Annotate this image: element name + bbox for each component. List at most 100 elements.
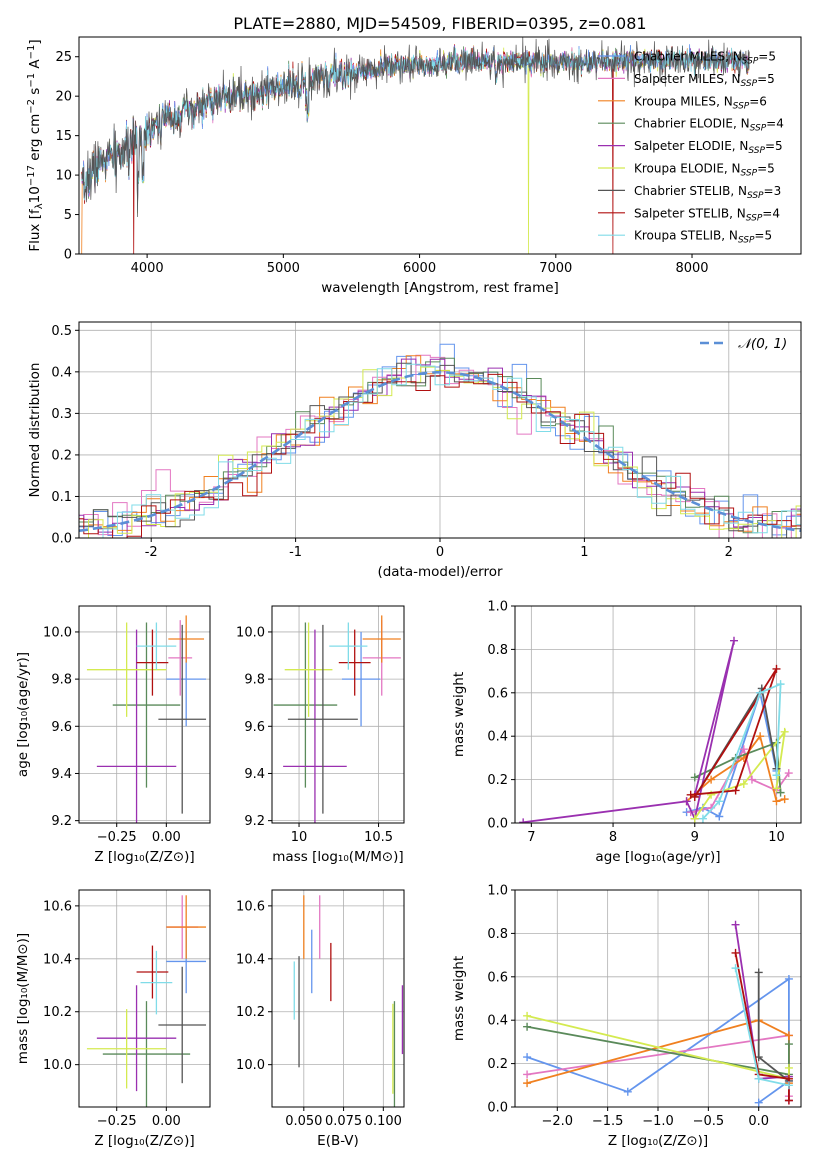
axes: −0.25 0.00 10.0 10.2 10.4 10.6 Z [log₁₀(Z/Z⊙)]… bbox=[15, 889, 211, 1149]
axes-frame bbox=[78, 36, 802, 255]
errorbar-point bbox=[168, 620, 193, 696]
y-tick-label: 10.4 bbox=[43, 952, 72, 967]
y-tick-label: 0.3 bbox=[51, 407, 72, 422]
chart-title: PLATE=2880, MJD=54509, FIBERID=0395, z=0… bbox=[233, 14, 646, 33]
errorbar-point bbox=[96, 985, 177, 1092]
plus-marker bbox=[747, 775, 756, 784]
x-tick-label: 0.0 bbox=[748, 1114, 769, 1129]
y-tick-label: 0.2 bbox=[487, 1057, 508, 1072]
errorbar-point bbox=[86, 622, 167, 717]
panel-mass_vs_EBV: 0.050 0.075 0.100 10.0 10.2 10.4 10.6 E(B-V) bbox=[236, 889, 405, 1149]
errorbar-point bbox=[329, 622, 368, 670]
plus-marker bbox=[690, 792, 699, 801]
histogram-step-series bbox=[79, 358, 801, 538]
y-tick-label: 0.2 bbox=[51, 448, 72, 463]
plus-marker bbox=[623, 1087, 632, 1096]
x-axis-label: Z [log₁₀(Z/Z⊙)] bbox=[94, 1133, 194, 1149]
errorbar-point bbox=[86, 1009, 167, 1089]
plus-marker bbox=[776, 680, 785, 689]
x-tick-label: 8000 bbox=[675, 261, 708, 276]
weight-series-line bbox=[734, 952, 790, 1101]
plus-marker bbox=[523, 1022, 532, 1031]
plus-marker bbox=[523, 1011, 532, 1020]
plus-marker bbox=[731, 786, 740, 795]
legend-entry: Salpeter STELIB, NSSP=4 bbox=[634, 206, 780, 223]
plus-marker bbox=[756, 732, 765, 741]
axes: -2 -1 0 1 2 0.0 0.1 0.2 0.3 0.4 0.5 (data-model)/er… bbox=[27, 321, 802, 580]
legend-entry: Chabrier STELIB, NSSP=3 bbox=[634, 184, 781, 201]
errorbar-point bbox=[112, 622, 181, 788]
plus-marker bbox=[784, 1063, 793, 1072]
x-tick-label: 5000 bbox=[267, 261, 300, 276]
plus-marker bbox=[707, 775, 716, 784]
y-tick-label: 9.2 bbox=[244, 814, 265, 829]
axes: 0.050 0.075 0.100 10.0 10.2 10.4 10.6 E(B-V) bbox=[236, 889, 405, 1149]
x-tick-label: 4000 bbox=[131, 261, 164, 276]
x-axis-label: mass [log₁₀(M/M⊙)] bbox=[272, 849, 403, 865]
panel-residuals: -2 -1 0 1 2 0.0 0.1 0.2 0.3 0.4 0.5 (data-model)/er… bbox=[27, 321, 802, 580]
legend: 𝒩(0, 1) bbox=[700, 336, 787, 352]
y-tick-label: 0.2 bbox=[487, 773, 508, 788]
plot-area bbox=[86, 615, 207, 823]
spectrum-series-line bbox=[81, 37, 750, 218]
x-tick-label: −0.25 bbox=[97, 830, 137, 845]
legend-entry: Kroupa MILES, NSSP=6 bbox=[634, 94, 767, 111]
plus-marker bbox=[523, 1070, 532, 1079]
x-tick-label: −2.0 bbox=[542, 1114, 574, 1129]
errorbar-point bbox=[168, 615, 205, 663]
x-tick-label: 0 bbox=[436, 545, 444, 560]
y-tick-label: 10.6 bbox=[43, 899, 72, 914]
plus-marker bbox=[776, 788, 785, 797]
plus-marker bbox=[731, 948, 740, 957]
y-tick-label: 10.0 bbox=[43, 625, 72, 640]
errorbar-point bbox=[140, 950, 173, 1015]
legend-entry: Kroupa STELIB, NSSP=5 bbox=[634, 229, 772, 246]
plus-marker bbox=[772, 797, 781, 806]
legend: Chabrier MILES, NSSP=5 Salpeter MILES, NS… bbox=[598, 50, 784, 246]
y-tick-label: 0.6 bbox=[487, 970, 508, 985]
axes-frame bbox=[78, 889, 211, 1108]
y-tick-label: 0.6 bbox=[487, 686, 508, 701]
axes: −2.0 −1.5 −1.0 −0.5 0.0 0.0 0.2 0.4 0.6 0.8 1.0 Z [… bbox=[451, 884, 802, 1149]
legend-entry: Salpeter ELODIE, NSSP=5 bbox=[634, 139, 783, 156]
y-tick-label: 10.0 bbox=[236, 1058, 265, 1073]
y-tick-label: 25 bbox=[55, 50, 72, 65]
x-tick-label: 0.00 bbox=[152, 1114, 181, 1129]
x-tick-label: −0.5 bbox=[693, 1114, 725, 1129]
y-tick-label: 10.0 bbox=[43, 1058, 72, 1073]
x-tick-label: 1 bbox=[580, 545, 588, 560]
plus-marker bbox=[756, 688, 765, 697]
plus-marker bbox=[729, 636, 738, 645]
y-tick-label: 10.6 bbox=[236, 899, 265, 914]
x-tick-label: 10 bbox=[768, 830, 785, 845]
plus-marker bbox=[772, 771, 781, 780]
panel-spectrum: PLATE=2880, MJD=54509, FIBERID=0395, z=0… bbox=[26, 14, 802, 296]
y-tick-label: 20 bbox=[55, 90, 72, 105]
y-tick-label: 0.4 bbox=[487, 1014, 508, 1029]
plus-marker bbox=[690, 814, 699, 823]
y-tick-label: 9.4 bbox=[51, 767, 72, 782]
plus-marker bbox=[686, 790, 695, 799]
errorbar-point bbox=[102, 1001, 191, 1107]
panel-weight_vs_age: 7 8 9 10 0.0 0.2 0.4 0.6 0.8 1.0 age [log₁₀(age/yr… bbox=[451, 600, 802, 865]
y-tick-label: 0.0 bbox=[487, 817, 508, 832]
y-tick-label: 9.8 bbox=[244, 673, 265, 688]
errorbar-point bbox=[338, 629, 371, 696]
panel-mass_vs_Z: −0.25 0.00 10.0 10.2 10.4 10.6 Z [log₁₀(Z/Z⊙)]… bbox=[15, 889, 211, 1149]
x-axis-label: age [log₁₀(age/yr)] bbox=[595, 849, 720, 865]
plus-marker bbox=[784, 769, 793, 778]
plot-area bbox=[81, 37, 750, 254]
plus-marker bbox=[523, 1079, 532, 1088]
legend-entry: 𝒩(0, 1) bbox=[738, 336, 787, 352]
errorbar-point bbox=[166, 895, 207, 959]
x-tick-label: −1.0 bbox=[642, 1114, 674, 1129]
plus-marker bbox=[731, 920, 740, 929]
plus-marker bbox=[784, 1081, 793, 1090]
x-tick-label: 6000 bbox=[403, 261, 436, 276]
histogram-step-series bbox=[79, 373, 801, 538]
legend-entry: Salpeter MILES, NSSP=5 bbox=[634, 72, 775, 89]
y-tick-label: 0.0 bbox=[487, 1101, 508, 1116]
x-tick-label: 10.5 bbox=[364, 830, 393, 845]
x-tick-label: 7000 bbox=[539, 261, 572, 276]
panel-age_vs_Z: −0.25 0.00 9.2 9.4 9.6 9.8 10.0 Z [log₁₀(Z/Z⊙)]… bbox=[15, 605, 211, 865]
